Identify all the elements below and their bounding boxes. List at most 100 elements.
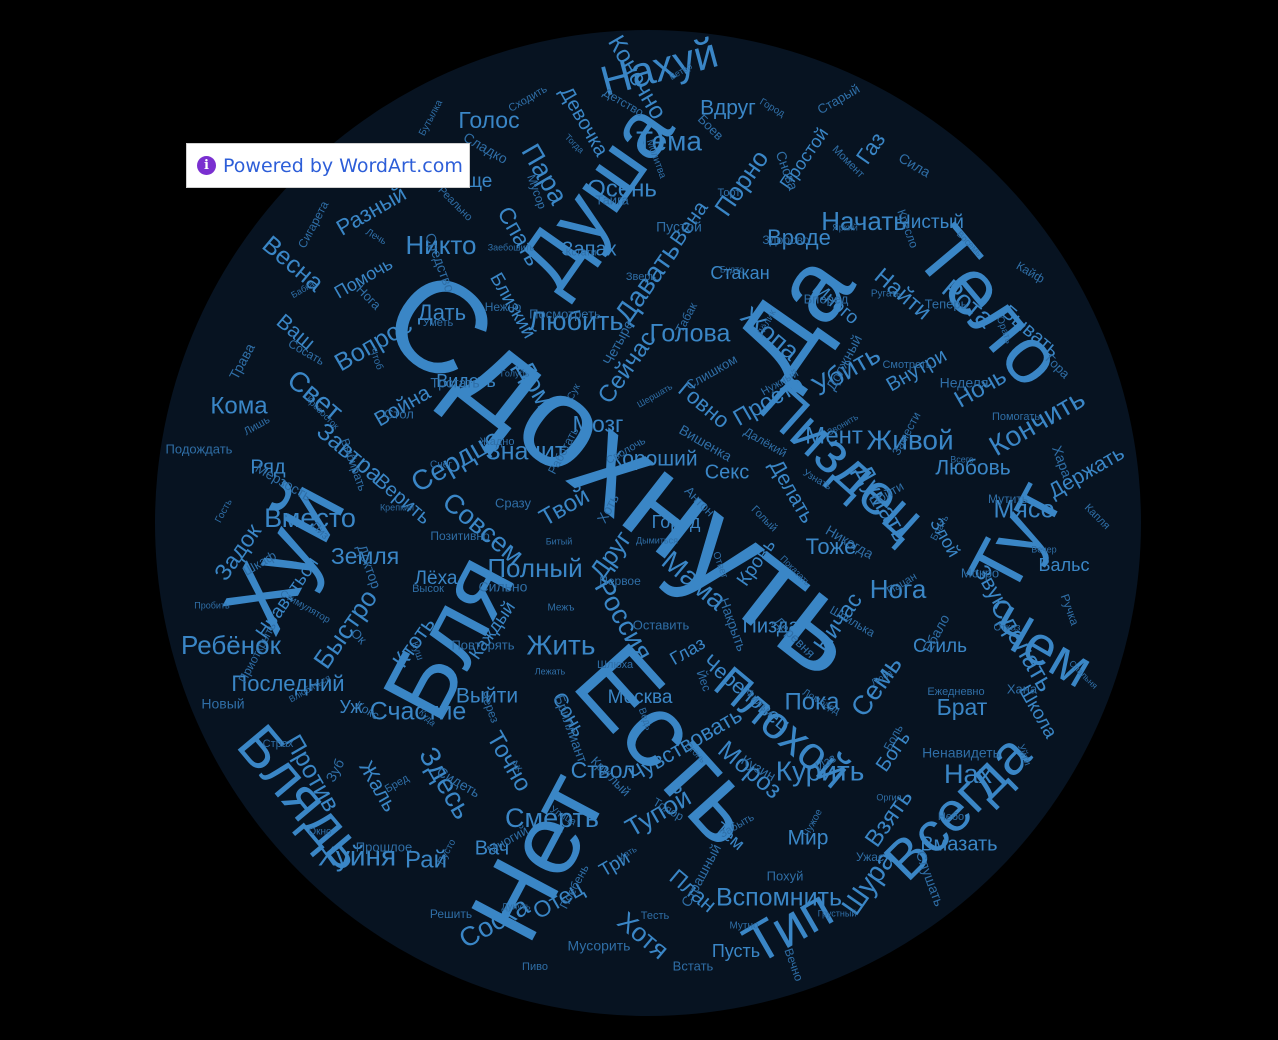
word-medium: Мент xyxy=(805,422,863,449)
word-medium: Нах xyxy=(944,759,993,789)
word-medium: Счастие xyxy=(370,698,467,726)
word-small: Теперь xyxy=(925,296,968,311)
word-small: Дымиться xyxy=(636,535,678,545)
word-small: Мутно xyxy=(729,921,759,932)
word-medium: Уж xyxy=(340,697,363,717)
word-medium: Последний xyxy=(231,671,344,696)
word-medium: Мозг xyxy=(573,411,624,437)
word-small: Сильно xyxy=(479,579,528,595)
word-small: Пустой xyxy=(656,219,702,235)
word-medium: Дать xyxy=(418,300,466,325)
word-small: Снег xyxy=(430,460,452,471)
word-small: Голубь xyxy=(501,368,530,378)
word-small: Жадно xyxy=(479,436,514,448)
word-small: Торт xyxy=(718,187,741,199)
word-small: Оргия xyxy=(876,792,901,802)
word-medium: Вдруг xyxy=(700,97,756,120)
word-medium: Мясо xyxy=(993,496,1054,524)
word-small: Страх xyxy=(263,738,294,750)
word-medium: Нога xyxy=(870,574,927,604)
word-cloud-disc xyxy=(155,30,1141,1016)
word-medium: Вмазать xyxy=(920,833,997,855)
word-small: Отказ xyxy=(994,623,1021,634)
word-medium: Видеть xyxy=(436,371,496,391)
word-medium: Лёха xyxy=(415,568,458,589)
word-small: Кстати xyxy=(566,248,597,259)
word-medium: Хуйня xyxy=(318,840,396,871)
word-small: Сразу xyxy=(495,495,532,510)
word-small: Тесть xyxy=(641,910,670,922)
word-medium: Кома xyxy=(210,392,268,419)
word-small: Смотреть xyxy=(882,359,931,371)
word-small: Зверь xyxy=(626,271,657,283)
word-medium: Город xyxy=(652,512,701,532)
word-medium: Москва xyxy=(608,687,673,708)
word-small: Ужас xyxy=(856,850,884,864)
powered-by-badge[interactable]: i Powered by WordArt.com xyxy=(186,143,470,188)
word-small: Прошлое xyxy=(356,839,412,854)
word-small: Шлюха xyxy=(597,659,634,671)
word-medium: Любить xyxy=(529,306,624,336)
word-small: Решить xyxy=(430,907,472,921)
word-small: Пиво xyxy=(522,961,548,973)
word-small: Вечер xyxy=(1031,544,1056,554)
word-small: Лежать xyxy=(535,666,566,676)
word-medium: Вспомнить xyxy=(716,884,842,912)
word-medium: Запах xyxy=(561,238,616,260)
word-medium: Значит xyxy=(486,438,567,466)
word-medium: Пока xyxy=(785,688,841,715)
word-medium: Земля xyxy=(331,543,399,569)
word-small: Битый xyxy=(546,536,573,546)
word-small: Мутить xyxy=(988,492,1028,506)
word-medium: Вроде xyxy=(767,225,831,250)
word-small: Заебошить xyxy=(488,242,535,252)
word-medium: Вач xyxy=(475,837,509,859)
word-small: Яркий xyxy=(832,222,858,232)
word-medium: Выйти xyxy=(456,685,518,708)
word-medium: Смерть xyxy=(505,803,599,833)
word-small: Вперед xyxy=(804,291,849,306)
word-small: Ненавидеть xyxy=(922,745,1000,761)
word-small: Йес xyxy=(694,668,715,693)
word-medium: Рай xyxy=(405,846,447,873)
word-medium: Вместо xyxy=(264,503,356,533)
word-medium: Вальс xyxy=(1039,555,1090,575)
word-small: Новый xyxy=(201,696,244,712)
powered-by-label: Powered by WordArt.com xyxy=(223,154,463,177)
word-small: Стол xyxy=(384,406,414,421)
word-small: Небо xyxy=(938,811,964,823)
word-medium: Стакан xyxy=(710,263,769,283)
word-small: Дунуть xyxy=(501,901,530,911)
word-small: Встать xyxy=(673,958,714,973)
word-small: Здорово xyxy=(762,233,810,247)
word-small: Неделя xyxy=(940,375,989,391)
word-small: Помогать xyxy=(992,411,1040,423)
word-medium: Мир xyxy=(788,827,829,850)
word-medium: Пизда xyxy=(742,615,800,637)
word-medium: Тоже xyxy=(806,534,857,559)
word-small: Пробить xyxy=(194,600,230,610)
info-icon: i xyxy=(197,156,216,175)
word-small: Межъ xyxy=(547,603,574,614)
word-small: Подождать xyxy=(166,441,233,456)
word-small: Всего xyxy=(950,454,974,464)
word-medium: Голова xyxy=(650,320,731,348)
word-small: Высок xyxy=(412,583,444,595)
word-medium: Пусть xyxy=(712,941,760,961)
word-small: Мусорить xyxy=(568,938,631,954)
word-small: Окно xyxy=(308,827,332,838)
word-medium: Полный xyxy=(487,553,582,583)
word-small: Ежедневно xyxy=(927,686,984,698)
word-medium: Курить xyxy=(776,755,865,786)
word-small: Ругать xyxy=(871,289,901,300)
word-small: Оставить xyxy=(633,617,690,632)
word-medium: Жить xyxy=(527,629,596,660)
word-medium: Начать xyxy=(821,206,907,236)
word-medium: Ребёнок xyxy=(181,630,282,660)
word-medium: Чистый xyxy=(898,212,964,233)
word-small: Позитивно xyxy=(430,529,490,543)
word-small: Нежно xyxy=(485,300,522,314)
word-small: Тайга xyxy=(595,192,629,207)
